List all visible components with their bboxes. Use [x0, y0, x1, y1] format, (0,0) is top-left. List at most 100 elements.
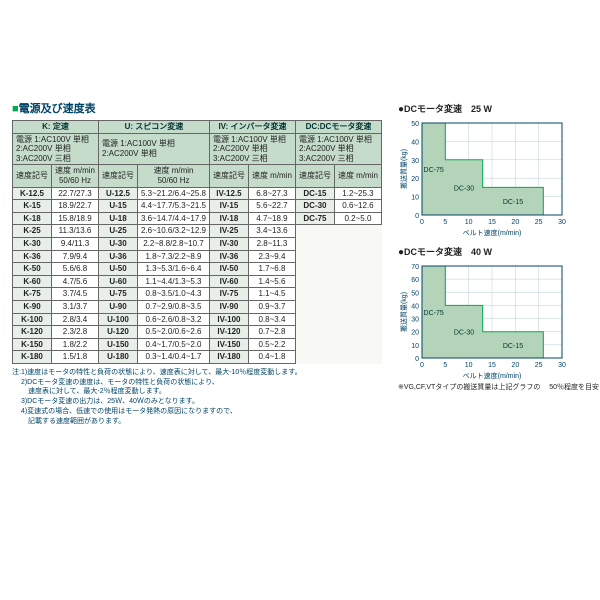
table-row: K-903.1/3.7U-900.7~2.9/0.8~3.5IV-900.9~3…	[13, 300, 382, 313]
cell: K-15	[13, 200, 52, 213]
cell: 2.2~8.8/2.8~10.7	[138, 237, 210, 250]
svg-text:DC-30: DC-30	[454, 185, 474, 192]
svg-text:DC-75: DC-75	[424, 310, 444, 317]
cell: 2.8~11.3	[248, 237, 295, 250]
cell: IV-100	[209, 313, 248, 326]
svg-text:搬送質量(kg): 搬送質量(kg)	[399, 292, 408, 332]
cell: K-36	[13, 250, 52, 263]
svg-text:DC-15: DC-15	[503, 199, 523, 206]
svg-text:10: 10	[411, 343, 419, 350]
notes: 注:1)速度はモータの特性と負荷の状態により、速度表に対して、最大-10％程度変…	[12, 368, 382, 427]
col-head: 速度 m/min	[248, 165, 295, 187]
cell: 2.6~10.6/3.2~12.9	[138, 225, 210, 238]
cell: 1.1~4.5	[248, 288, 295, 301]
svg-text:10: 10	[465, 219, 473, 226]
table-row: K-604.7/5.6U-601.1~4.4/1.3~5.3IV-601.4~5…	[13, 275, 382, 288]
cell: K-90	[13, 300, 52, 313]
cell: 4.4~17.7/5.3~21.5	[138, 200, 210, 213]
cell: 9.4/11.3	[52, 237, 99, 250]
svg-text:15: 15	[488, 362, 496, 369]
table-row: K-1801.5/1.8U-1800.3~1.4/0.4~1.7IV-1800.…	[13, 351, 382, 364]
section-sub: 電源 1:AC100V 単相 2:AC200V 単相 3:AC200V 三相	[13, 133, 99, 165]
svg-text:搬送質量(kg): 搬送質量(kg)	[399, 149, 408, 189]
cell: U-18	[99, 212, 138, 225]
cell: IV-12.5	[209, 187, 248, 200]
table-row: K-753.7/4.5U-750.8~3.5/1.0~4.3IV-751.1~4…	[13, 288, 382, 301]
cell: 11.3/13.6	[52, 225, 99, 238]
svg-text:25: 25	[535, 362, 543, 369]
cell: 0.6~2.6/0.8~3.2	[138, 313, 210, 326]
cell: 4.7~18.9	[248, 212, 295, 225]
cell: IV-15	[209, 200, 248, 213]
svg-text:10: 10	[465, 362, 473, 369]
svg-text:40: 40	[411, 303, 419, 310]
cell: K-120	[13, 326, 52, 339]
cell: K-180	[13, 351, 52, 364]
svg-text:30: 30	[411, 158, 419, 165]
svg-text:10: 10	[411, 195, 419, 202]
cell: 5.3~21.2/6.4~25.8	[138, 187, 210, 200]
svg-text:0: 0	[415, 356, 419, 363]
cell: U-90	[99, 300, 138, 313]
chart-note: ※VG,CF,VTタイプの搬送質量は上記グラフの 50％程度を目安としてください…	[398, 382, 600, 392]
svg-text:DC-75: DC-75	[424, 167, 444, 174]
section-sub: 電源 1:AC100V 単相 2:AC200V 単相	[99, 133, 210, 165]
cell: K-30	[13, 237, 52, 250]
table-row: K-1518.9/22.7U-154.4~17.7/5.3~21.5IV-155…	[13, 200, 382, 213]
col-head: 速度記号	[295, 165, 334, 187]
cell: U-180	[99, 351, 138, 364]
table-row: K-1002.8/3.4U-1000.6~2.6/0.8~3.2IV-1000.…	[13, 313, 382, 326]
cell: IV-120	[209, 326, 248, 339]
svg-text:0: 0	[420, 362, 424, 369]
svg-text:25: 25	[535, 219, 543, 226]
cell: 0.7~2.8	[248, 326, 295, 339]
section-head: K: 定速	[13, 121, 99, 134]
cell: U-25	[99, 225, 138, 238]
page-title: ■電源及び速度表	[12, 100, 382, 116]
cell: 1.5/1.8	[52, 351, 99, 364]
cell: 1.1~4.4/1.3~5.3	[138, 275, 210, 288]
cell: 0.4~1.7/0.5~2.0	[138, 338, 210, 351]
cell: 0.7~2.9/0.8~3.5	[138, 300, 210, 313]
svg-text:DC-15: DC-15	[503, 343, 523, 350]
table-row: K-367.9/9.4U-361.8~7.3/2.2~8.9IV-362.3~9…	[13, 250, 382, 263]
svg-text:ベルト速度(m/min): ベルト速度(m/min)	[463, 228, 522, 237]
cell: U-120	[99, 326, 138, 339]
cell: 22.7/27.3	[52, 187, 99, 200]
cell: 2.8/3.4	[52, 313, 99, 326]
section-sub: 電源 1:AC100V 単相 2:AC200V 単相 3:AC200V 三相	[295, 133, 381, 165]
cell: 2.3/2.8	[52, 326, 99, 339]
cell: 0.5~2.0/0.6~2.6	[138, 326, 210, 339]
cell: 1.7~6.8	[248, 263, 295, 276]
svg-text:30: 30	[411, 317, 419, 324]
table-row: K-1202.3/2.8U-1200.5~2.0/0.6~2.6IV-1200.…	[13, 326, 382, 339]
cell: 1.8/2.2	[52, 338, 99, 351]
cell: 1.3~5.3/1.6~6.4	[138, 263, 210, 276]
cell: U-75	[99, 288, 138, 301]
col-head: 速度記号	[13, 165, 52, 187]
svg-text:15: 15	[488, 219, 496, 226]
svg-text:5: 5	[443, 362, 447, 369]
svg-text:20: 20	[511, 362, 519, 369]
table-row: K-1501.8/2.2U-1500.4~1.7/0.5~2.0IV-1500.…	[13, 338, 382, 351]
svg-text:5: 5	[443, 219, 447, 226]
cell: 0.3~1.4/0.4~1.7	[138, 351, 210, 364]
svg-text:50: 50	[411, 121, 419, 128]
table-row: K-309.4/11.3U-302.2~8.8/2.8~10.7IV-302.8…	[13, 237, 382, 250]
svg-text:30: 30	[558, 362, 566, 369]
col-head: 速度記号	[209, 165, 248, 187]
cell: 4.7/5.6	[52, 275, 99, 288]
cell: 2.3~9.4	[248, 250, 295, 263]
cell: DC-30	[295, 200, 334, 213]
section-head: U: スピコン変速	[99, 121, 210, 134]
cell: IV-30	[209, 237, 248, 250]
cell: 0.9~3.7	[248, 300, 295, 313]
cell: U-60	[99, 275, 138, 288]
cell: 1.2~25.3	[334, 187, 381, 200]
col-head: 速度 m/min 50/60 Hz	[52, 165, 99, 187]
cell: 0.2~5.0	[334, 212, 381, 225]
cell: K-18	[13, 212, 52, 225]
chart-25w: ●DCモータ変速 25 W05101520253001020304050DC-7…	[398, 102, 600, 237]
svg-text:DC-30: DC-30	[454, 330, 474, 337]
cell: U-150	[99, 338, 138, 351]
